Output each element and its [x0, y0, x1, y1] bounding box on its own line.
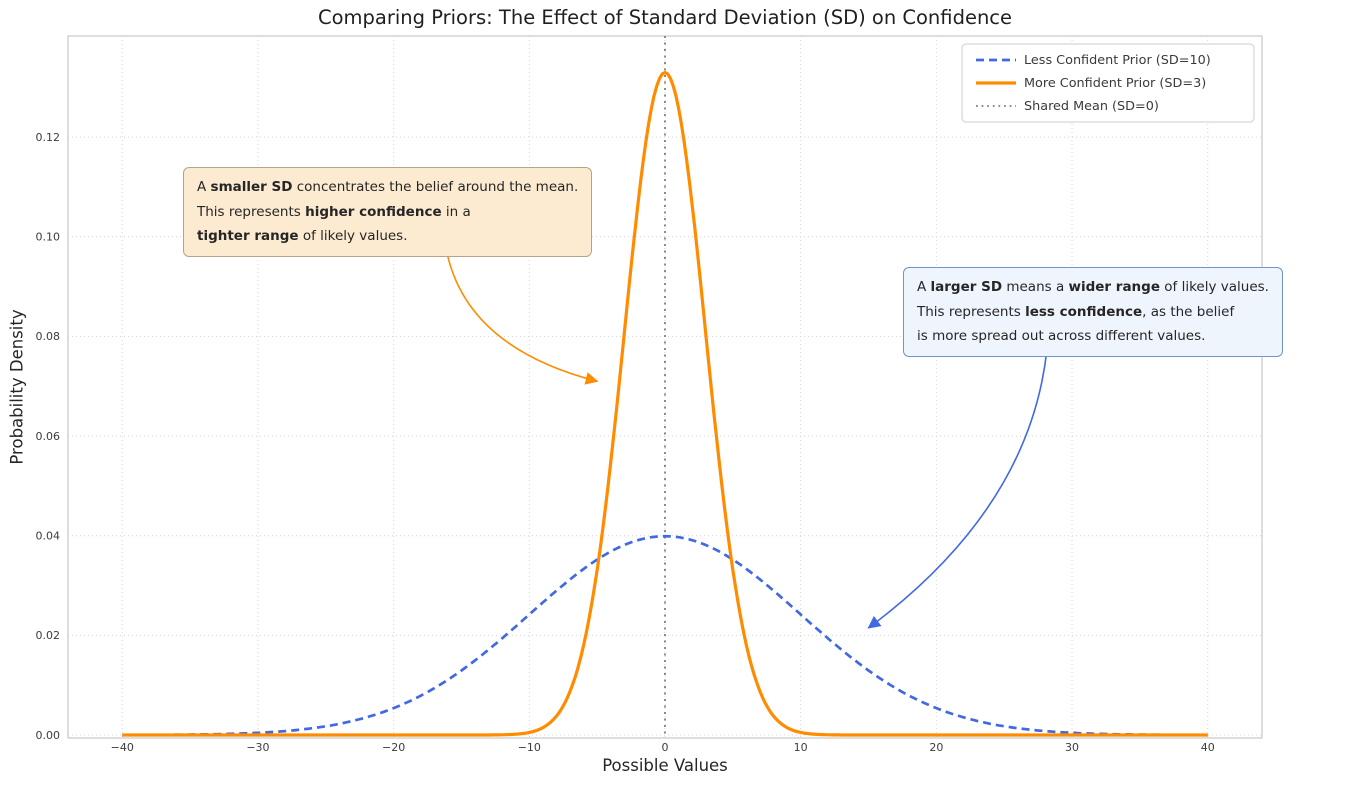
legend: Less Confident Prior (SD=10) More Confide… — [961, 43, 1255, 123]
annotation-larger-sd: A larger SD means a wider range of likel… — [903, 267, 1283, 357]
x-tick-label: 0 — [662, 741, 669, 754]
annotation-text: This represents — [197, 203, 306, 220]
x-tick-label: −20 — [382, 741, 405, 754]
annotation-text: , as the belief — [1142, 303, 1235, 320]
series-curve-sd10 — [122, 534, 1208, 737]
annotation-arrow-larger-sd — [867, 348, 1048, 629]
annotation-line: tighter range of likely values. — [197, 224, 578, 249]
x-axis-label: Possible Values — [602, 756, 728, 775]
annotation-line: This represents higher confidence in a — [197, 200, 578, 225]
annotation-text: A — [197, 179, 211, 195]
annotation-text: is more spread out across different valu… — [917, 328, 1206, 344]
annotation-text-bold: larger SD — [930, 279, 1003, 295]
annotation-line: is more spread out across different valu… — [917, 324, 1269, 349]
y-tick-label: 0.08 — [36, 330, 61, 343]
annotation-text: in a — [441, 203, 471, 220]
annotation-line: This represents less confidence, as the … — [917, 300, 1269, 325]
legend-label: Less Confident Prior (SD=10) — [1024, 53, 1211, 68]
annotation-text-bold: less confidence — [1025, 303, 1143, 320]
series-curve-sd3 — [122, 70, 1208, 737]
y-tick-label: 0.12 — [36, 131, 61, 144]
y-tick-label: 0.04 — [36, 530, 61, 543]
annotation-text: concentrates the belief around the mean. — [292, 179, 579, 195]
y-tick-label: 0.02 — [36, 629, 61, 642]
legend-label: More Confident Prior (SD=3) — [1024, 76, 1206, 91]
y-tick-label: 0.06 — [36, 430, 61, 443]
legend-label: Shared Mean (SD=0) — [1024, 99, 1159, 114]
annotation-text: This represents — [917, 303, 1026, 320]
annotation-arrow-smaller-sd — [446, 252, 599, 385]
x-tick-label: 30 — [1065, 741, 1079, 754]
x-tick-label: 10 — [794, 741, 808, 754]
x-tick-label: −10 — [518, 741, 541, 754]
x-tick-label: −30 — [246, 741, 269, 754]
y-axis-label: Probability Density — [7, 309, 27, 465]
x-tick-label: 20 — [929, 741, 943, 754]
legend-entry: More Confident Prior (SD=3) — [976, 76, 1206, 91]
annotation-text-bold: tighter range — [197, 228, 299, 244]
annotation-text: of likely values. — [1160, 279, 1269, 295]
annotation-text: of likely values. — [298, 228, 408, 244]
y-tick-label: 0.10 — [36, 231, 61, 244]
annotation-smaller-sd: A smaller SD concentrates the belief aro… — [183, 167, 593, 257]
annotation-line: A larger SD means a wider range of likel… — [917, 275, 1269, 300]
chart-title: Comparing Priors: The Effect of Standard… — [317, 6, 1013, 29]
annotation-text-bold: wider range — [1068, 279, 1160, 295]
y-tick-label: 0.00 — [36, 729, 61, 742]
annotation-text-bold: higher confidence — [305, 203, 442, 220]
annotation-line: A smaller SD concentrates the belief aro… — [197, 175, 578, 200]
annotation-text: A — [917, 279, 931, 295]
legend-entry: Less Confident Prior (SD=10) — [976, 53, 1211, 68]
x-tick-label: −40 — [111, 741, 134, 754]
x-tick-label: 40 — [1201, 741, 1215, 754]
annotation-text: means a — [1002, 279, 1069, 295]
annotation-text-bold: smaller SD — [210, 179, 293, 195]
legend-box — [961, 43, 1255, 123]
legend-entry: Shared Mean (SD=0) — [976, 99, 1159, 114]
